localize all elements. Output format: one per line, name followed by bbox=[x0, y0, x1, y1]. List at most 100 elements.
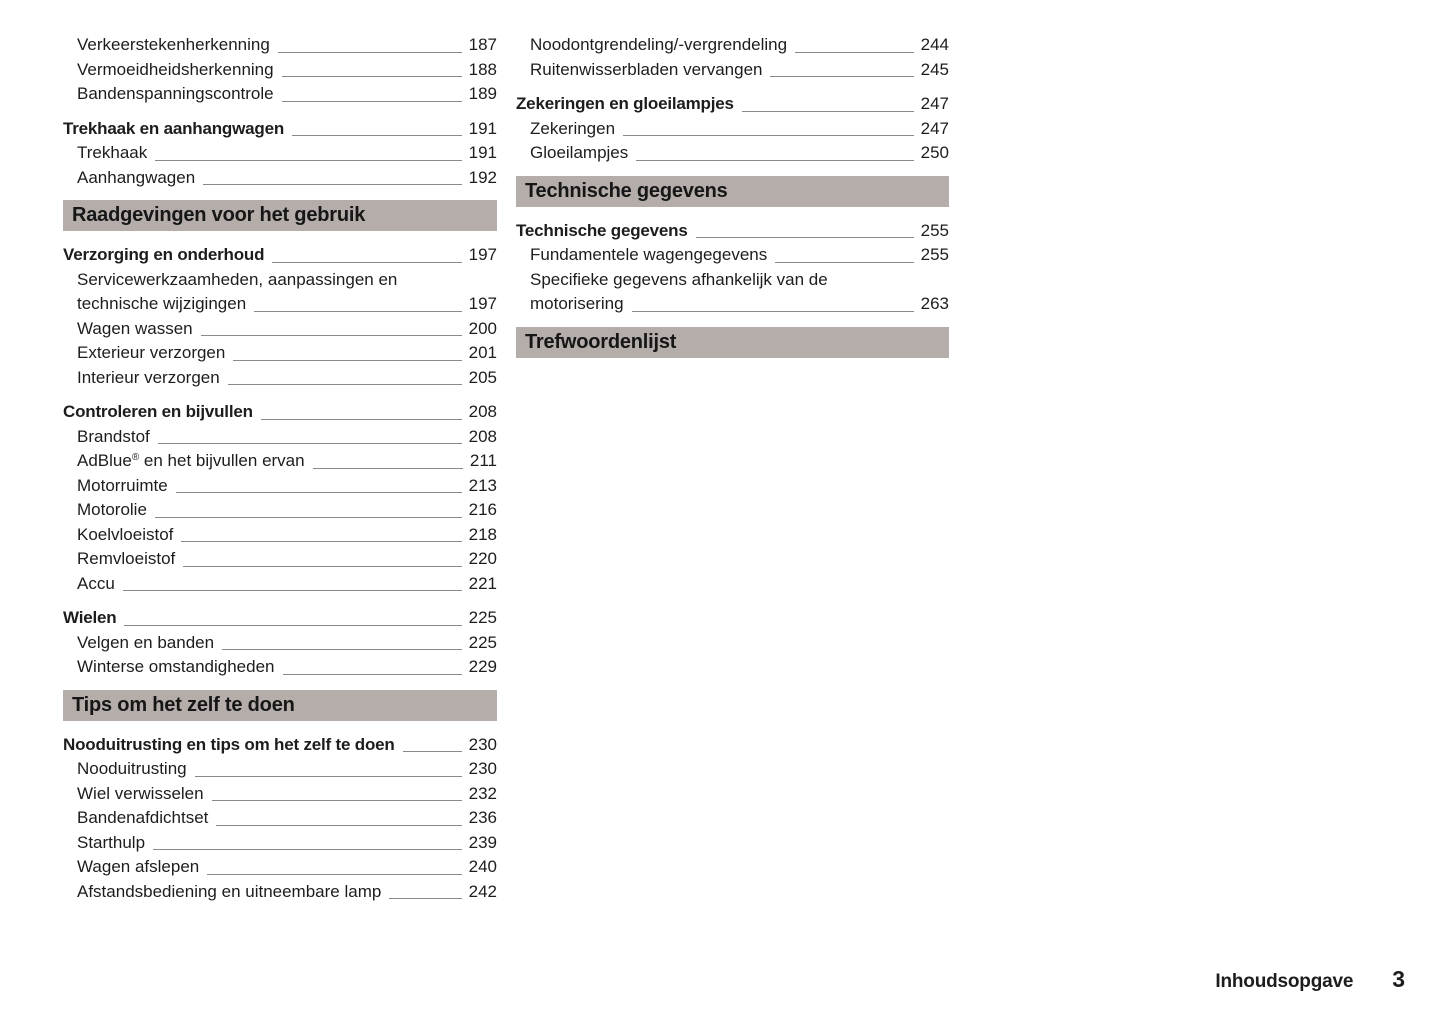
toc-entry: motorisering 263 bbox=[516, 292, 949, 317]
toc-entry: Winterse omstandigheden 229 bbox=[63, 655, 497, 680]
toc-entry: Vermoeidheidsherkenning 188 bbox=[63, 58, 497, 83]
page-number: 236 bbox=[468, 808, 497, 827]
toc-entry-label: Exterieur verzorgen bbox=[77, 343, 226, 362]
leader-line bbox=[211, 800, 462, 801]
toc-entry: Bandenafdichtset 236 bbox=[63, 806, 497, 831]
page-footer: Inhoudsopgave 3 bbox=[1215, 966, 1405, 993]
toc-column-left: Verkeerstekenherkenning 187 Vermoeidheidsh… bbox=[63, 33, 497, 914]
leader-line bbox=[623, 135, 914, 136]
section-header: Tips om het zelf te doen bbox=[63, 689, 497, 721]
toc-entry: Nooduitrusting en tips om het zelf te do… bbox=[63, 733, 497, 758]
page-number: 263 bbox=[920, 294, 949, 313]
toc-entry-label: Accu bbox=[77, 573, 115, 593]
toc-entry-label: Wagen wassen bbox=[77, 318, 193, 338]
page-number: 189 bbox=[468, 84, 497, 103]
page-number: 188 bbox=[468, 59, 497, 79]
toc-entry-label: Technische gegevens bbox=[516, 220, 688, 240]
leader-line bbox=[216, 824, 462, 826]
leader-line bbox=[227, 384, 462, 385]
toc-entry-label: Afstandsbediening en uitneembare lamp bbox=[77, 881, 382, 901]
toc-entry: Nooduitrusting 230 bbox=[63, 757, 497, 782]
toc-entry-label: motorisering bbox=[530, 294, 624, 313]
leader-line bbox=[181, 541, 462, 542]
leader-line bbox=[233, 359, 462, 361]
toc-entry-label: Wiel verwisselen bbox=[77, 783, 204, 803]
page-number: 221 bbox=[468, 573, 497, 593]
page-number: 208 bbox=[468, 426, 497, 446]
toc-entry: Zekeringen 247 bbox=[516, 117, 949, 142]
toc-entry: AdBlue® en het bijvullen ervan 211 bbox=[63, 449, 497, 474]
leader-line bbox=[183, 565, 462, 567]
page-number: 197 bbox=[468, 294, 497, 313]
leader-line bbox=[200, 335, 462, 336]
leader-line bbox=[254, 310, 462, 312]
toc-group: Verkeerstekenherkenning 187 Vermoeidheidsh… bbox=[63, 33, 497, 107]
page-number: 218 bbox=[468, 524, 497, 544]
page-number: 247 bbox=[920, 118, 949, 138]
leader-line bbox=[281, 100, 462, 102]
page-number: 225 bbox=[468, 608, 497, 627]
leader-line bbox=[222, 649, 462, 650]
toc-entry-label: Zekeringen en gloeilampjes bbox=[516, 94, 734, 113]
toc-group: Controleren en bijvullen 208 Brandstof 208 A… bbox=[63, 400, 497, 596]
toc-entry-label: Bandenspanningscontrole bbox=[77, 84, 274, 103]
toc-entry: Technische gegevens 255 bbox=[516, 219, 949, 244]
toc-group: Nooduitrusting en tips om het zelf te do… bbox=[63, 733, 497, 905]
page-number: 244 bbox=[920, 35, 949, 54]
toc-entry-label: Starthulp bbox=[77, 832, 146, 852]
toc-entry-label: Motorruimte bbox=[77, 475, 168, 495]
toc-group: Wielen 225 Velgen en banden 225 Winterse oms… bbox=[63, 606, 497, 680]
page-number: 239 bbox=[468, 832, 497, 852]
toc-entry-label: AdBlue® en het bijvullen ervan bbox=[77, 451, 305, 470]
leader-line bbox=[636, 159, 914, 161]
footer-page-number: 3 bbox=[1392, 966, 1405, 992]
toc-entry: Motorolie 216 bbox=[63, 498, 497, 523]
toc-entry-label: technische wijzigingen bbox=[77, 294, 247, 313]
toc-entry-label: Servicewerkzaamheden, aanpassingen en bbox=[77, 269, 398, 289]
section-header: Trefwoordenlijst bbox=[516, 326, 949, 358]
toc-entry: Verzorging en onderhoud 197 bbox=[63, 243, 497, 268]
toc-entry-label: Nooduitrusting en tips om het zelf te do… bbox=[63, 734, 395, 754]
page-number: 191 bbox=[468, 143, 497, 162]
leader-line bbox=[775, 261, 914, 263]
page-number: 200 bbox=[468, 318, 497, 338]
toc-entry-label: Velgen en banden bbox=[77, 632, 215, 652]
page-number: 191 bbox=[468, 118, 497, 138]
toc-entry-label: Wielen bbox=[63, 608, 117, 627]
toc-group: Verzorging en onderhoud 197 Servicewerkzaa… bbox=[63, 243, 497, 390]
page-number: 192 bbox=[468, 167, 497, 187]
toc-entry-label: Aanhangwagen bbox=[77, 167, 196, 187]
toc-entry-label: Fundamentele wagengegevens bbox=[530, 245, 768, 264]
toc-entry-label: Nooduitrusting bbox=[77, 759, 187, 778]
page-number: 187 bbox=[468, 35, 497, 54]
toc-group: Trekhaak en aanhangwagen 191 Trekhaak 191 Aa… bbox=[63, 117, 497, 191]
toc-entry: Wiel verwisselen 232 bbox=[63, 782, 497, 807]
page-number: 230 bbox=[468, 734, 497, 754]
toc-entry-label: Brandstof bbox=[77, 426, 150, 446]
leader-line bbox=[155, 159, 462, 161]
toc-entry-label: Controleren en bijvullen bbox=[63, 402, 253, 421]
leader-line bbox=[312, 467, 463, 469]
toc-entry: Zekeringen en gloeilampjes 247 bbox=[516, 92, 949, 117]
page-number: 211 bbox=[469, 451, 497, 470]
leader-line bbox=[153, 849, 462, 850]
leader-line bbox=[631, 310, 914, 312]
toc-entry: Trekhaak 191 bbox=[63, 141, 497, 166]
toc-entry-label: Trekhaak bbox=[77, 143, 148, 162]
toc-columns: Verkeerstekenherkenning 187 Vermoeidheidsh… bbox=[63, 33, 949, 914]
footer-title: Inhoudsopgave bbox=[1215, 971, 1354, 992]
leader-line bbox=[282, 673, 462, 675]
leader-line bbox=[277, 51, 462, 53]
toc-group: Zekeringen en gloeilampjes 247 Zekeringen 2… bbox=[516, 92, 949, 166]
toc-entry-label: Trekhaak en aanhangwagen bbox=[63, 118, 285, 138]
toc-entry: Motorruimte 213 bbox=[63, 474, 497, 499]
toc-entry: Remvloeistof 220 bbox=[63, 547, 497, 572]
toc-entry: Verkeerstekenherkenning 187 bbox=[63, 33, 497, 58]
toc-group: Technische gegevens 255 Fundamentele wagen… bbox=[516, 219, 949, 317]
toc-entry: Velgen en banden 225 bbox=[63, 631, 497, 656]
leader-line bbox=[154, 516, 462, 518]
leader-line bbox=[194, 775, 462, 777]
toc-entry-label: Ruitenwisserbladen vervangen bbox=[530, 59, 763, 79]
toc-entry: Specifieke gegevens afhankelijk van de bbox=[516, 268, 949, 293]
section-header: Technische gegevens bbox=[516, 175, 949, 207]
